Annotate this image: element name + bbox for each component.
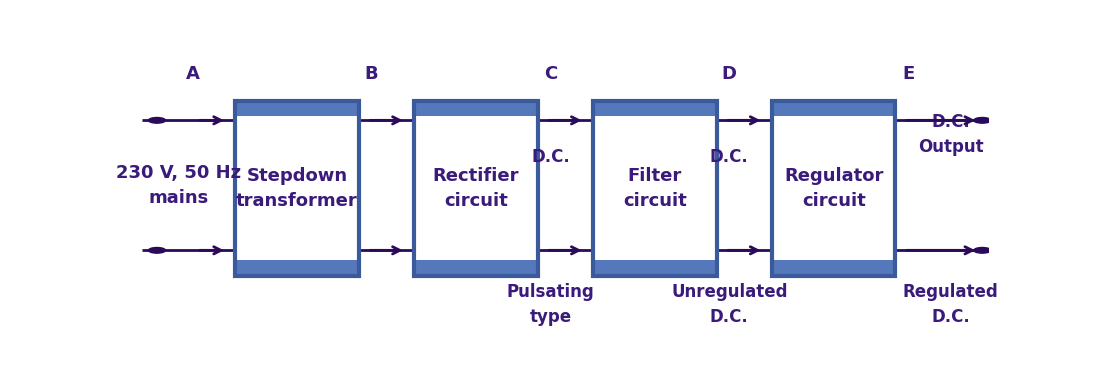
Circle shape <box>148 117 166 123</box>
Circle shape <box>974 117 991 123</box>
Bar <box>414 260 537 276</box>
Bar <box>414 101 537 276</box>
Text: Stepdown
transformer: Stepdown transformer <box>236 167 358 210</box>
Text: D.C.: D.C. <box>710 148 748 166</box>
Text: B: B <box>365 65 378 83</box>
Circle shape <box>148 247 166 253</box>
Bar <box>235 101 358 276</box>
Bar <box>593 101 717 116</box>
Bar <box>235 260 358 276</box>
Bar <box>593 101 717 276</box>
Bar <box>235 101 358 116</box>
Text: Regulated
D.C.: Regulated D.C. <box>903 283 999 326</box>
Text: A: A <box>186 65 200 83</box>
Text: Regulator
circuit: Regulator circuit <box>784 167 884 210</box>
Bar <box>235 101 358 276</box>
Bar <box>771 260 896 276</box>
Text: D.C.
Output: D.C. Output <box>918 113 984 156</box>
Bar <box>414 101 537 276</box>
Bar <box>414 101 537 116</box>
Bar <box>771 101 896 116</box>
Text: D.C.: D.C. <box>531 148 570 166</box>
Text: Unregulated
D.C.: Unregulated D.C. <box>671 283 788 326</box>
Bar <box>593 101 717 276</box>
Bar <box>771 101 896 276</box>
Text: Pulsating
type: Pulsating type <box>507 283 595 326</box>
Text: Rectifier
circuit: Rectifier circuit <box>433 167 519 210</box>
Bar <box>593 260 717 276</box>
Text: E: E <box>902 65 914 83</box>
Text: 230 V, 50 Hz
mains: 230 V, 50 Hz mains <box>115 164 241 207</box>
Bar <box>771 101 896 276</box>
Text: Filter
circuit: Filter circuit <box>623 167 687 210</box>
Circle shape <box>974 247 991 253</box>
Text: D: D <box>722 65 736 83</box>
Text: C: C <box>544 65 557 83</box>
